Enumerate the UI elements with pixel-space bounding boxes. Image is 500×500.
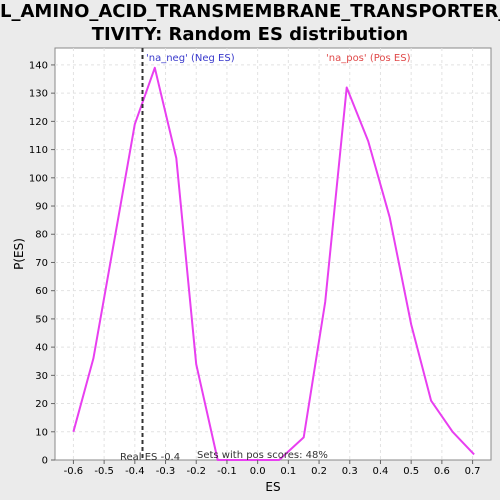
x-tick-label: -0.5 — [94, 466, 114, 477]
x-tick-label: 0.2 — [311, 466, 327, 477]
y-tick-label: 0 — [42, 456, 48, 467]
x-tick-label: -0.2 — [186, 466, 206, 477]
y-tick-label: 40 — [35, 343, 48, 354]
y-tick-label: 130 — [29, 89, 48, 100]
chart-title-line-1: L_AMINO_ACID_TRANSMEMBRANE_TRANSPORTER_A… — [0, 1, 500, 22]
x-tick-label: 0.3 — [342, 466, 358, 477]
x-tick-label: -0.1 — [217, 466, 237, 477]
chart-title: L_AMINO_ACID_TRANSMEMBRANE_TRANSPORTER_A… — [0, 0, 500, 46]
grid-lines — [55, 48, 491, 460]
y-tick-label: 30 — [35, 371, 48, 382]
chart-title-line-2: TIVITY: Random ES distribution — [91, 24, 409, 45]
x-tick-label: 0.4 — [373, 466, 389, 477]
y-tick-label: 90 — [35, 202, 48, 213]
x-tick-label: 0.1 — [280, 466, 296, 477]
pos-es-annotation: 'na_pos' (Pos ES) — [326, 53, 411, 64]
x-tick-label: -0.3 — [156, 466, 176, 477]
x-tick-label: 0.7 — [465, 466, 481, 477]
x-tick-label: 0.0 — [250, 466, 266, 477]
y-tick-label: 10 — [35, 427, 48, 438]
y-tick-label: 100 — [29, 173, 48, 184]
y-tick-label: 110 — [29, 145, 48, 156]
y-tick-label: 140 — [29, 60, 48, 71]
y-tick-label: 120 — [29, 117, 48, 128]
y-axis-title: P(ES) — [12, 238, 26, 270]
axis-layer: 0 10 20 30 40 50 60 70 80 90 100 110 120 130 140 -0.6 -0… — [29, 60, 481, 477]
y-tick-label: 80 — [35, 230, 48, 241]
y-tick-label: 50 — [35, 314, 48, 325]
series-layer — [72, 66, 475, 461]
x-tick-label: 0.6 — [434, 466, 450, 477]
plot-area — [54, 47, 492, 461]
x-tick-label: 0.5 — [403, 466, 419, 477]
x-axis-title: ES — [265, 480, 280, 494]
pos-scores-annotation: Sets with pos scores: 48% — [197, 450, 328, 461]
y-tick-label: 20 — [35, 399, 48, 410]
x-tick-label: -0.4 — [125, 466, 145, 477]
neg-es-annotation: 'na_neg' (Neg ES) — [146, 53, 235, 64]
y-tick-label: 60 — [35, 286, 48, 297]
real-es-label: Real ES -0.4 — [120, 452, 180, 463]
x-tick-label: -0.6 — [64, 466, 84, 477]
y-tick-label: 70 — [35, 258, 48, 269]
es-distribution-line — [72, 66, 475, 461]
